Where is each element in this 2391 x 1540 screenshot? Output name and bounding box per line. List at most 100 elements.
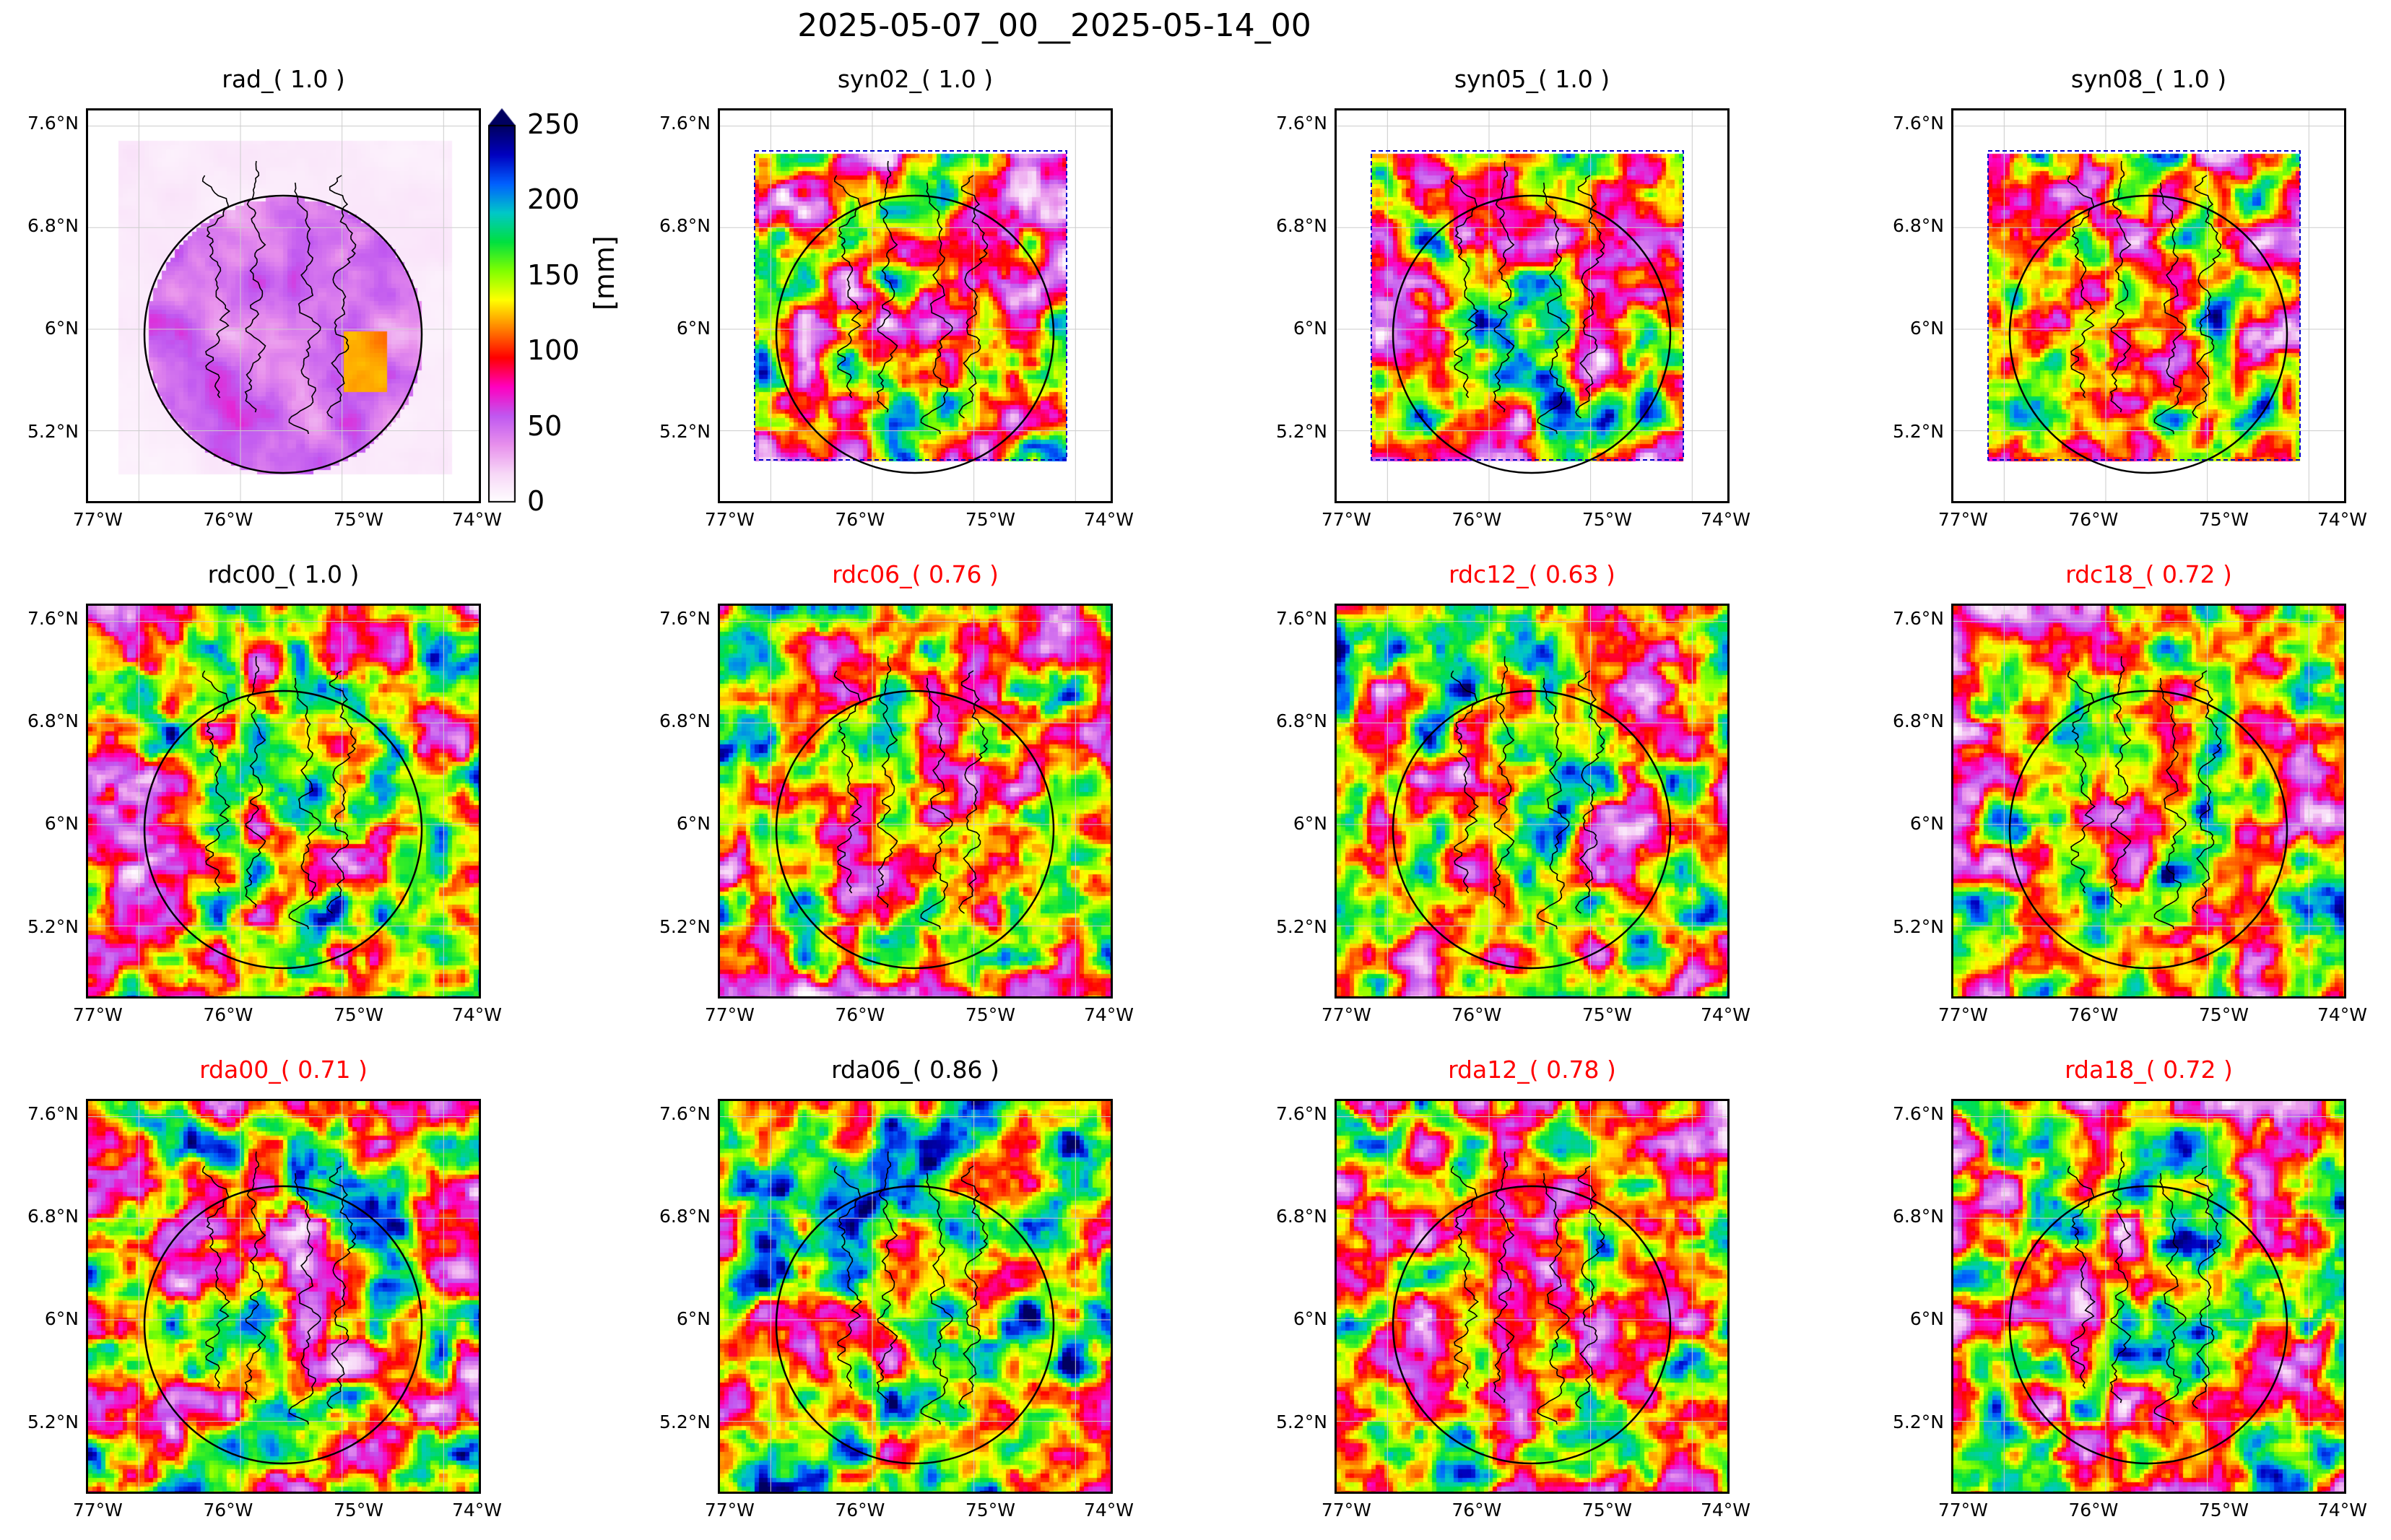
terrain-contour: [1493, 1151, 1515, 1404]
terrain-contour: [2153, 677, 2187, 930]
x-tick-label: 75°W: [965, 1500, 1015, 1521]
y-tick-label: 7.6°N: [1893, 1102, 1944, 1124]
x-tick-label: 77°W: [1321, 509, 1371, 530]
terrain-contour: [920, 182, 953, 435]
x-tick-label: 77°W: [72, 1500, 123, 1521]
map-overlay-rad: [88, 110, 479, 501]
y-tick-label: 5.2°N: [27, 1411, 79, 1432]
y-tick-label: 5.2°N: [1276, 1411, 1327, 1432]
terrain-contour: [288, 1173, 321, 1425]
x-tick-label: 75°W: [2198, 1004, 2249, 1025]
y-tick-label: 7.6°N: [27, 607, 79, 629]
synthetic-domain-box: [1987, 150, 2301, 461]
map-overlay-rda06: [720, 1101, 1111, 1492]
radar-range-circle: [143, 1185, 423, 1465]
panel-title-rdc06: rdc06_( 0.76 ): [832, 560, 999, 588]
terrain-contour: [958, 1165, 989, 1409]
y-tick-label: 6.8°N: [659, 710, 711, 732]
x-tick-label: 76°W: [203, 1004, 253, 1025]
panel-title-rdc12: rdc12_( 0.63 ): [1449, 560, 1615, 588]
x-tick-label: 77°W: [704, 1004, 755, 1025]
map-overlay-syn02: [720, 110, 1111, 501]
y-tick-label: 7.6°N: [27, 112, 79, 134]
map-panel-rda06: [718, 1099, 1113, 1494]
y-tick-label: 6°N: [44, 318, 79, 339]
y-tick-label: 6.8°N: [27, 710, 79, 732]
x-tick-label: 76°W: [1451, 1004, 1502, 1025]
terrain-contour: [2153, 182, 2187, 435]
radar-range-circle: [2008, 194, 2288, 474]
y-tick-label: 5.2°N: [1276, 915, 1327, 937]
map-overlay-rda18: [1953, 1101, 2344, 1492]
x-tick-label: 74°W: [1701, 1500, 1751, 1521]
colorbar-tick-label: 150: [527, 258, 580, 291]
terrain-contour: [920, 1173, 953, 1425]
map-panel-rdc12: [1335, 604, 1730, 999]
map-panel-rda00: [86, 1099, 481, 1494]
x-tick-label: 76°W: [2068, 509, 2119, 530]
colorbar-tick-label: 250: [527, 108, 580, 140]
terrain-contour: [288, 182, 321, 435]
precip-field-rda12: [1337, 1101, 1727, 1492]
terrain-contour: [1537, 182, 1570, 435]
x-tick-label: 77°W: [1937, 509, 1988, 530]
y-tick-label: 5.2°N: [1893, 1411, 1944, 1432]
precip-field-syn05: [1337, 110, 1727, 501]
y-tick-label: 5.2°N: [1893, 915, 1944, 937]
map-panel-rdc18: [1951, 604, 2346, 999]
precip-field-rdc18: [1953, 606, 2344, 996]
colorbar-tick-label: 0: [527, 485, 545, 517]
x-tick-label: 77°W: [72, 509, 123, 530]
y-tick-label: 7.6°N: [659, 607, 711, 629]
map-overlay-rdc18: [1953, 606, 2344, 996]
terrain-contour: [244, 656, 266, 908]
terrain-contour: [876, 656, 898, 908]
x-tick-label: 74°W: [452, 509, 503, 530]
precip-field-rda00: [88, 1101, 479, 1492]
y-tick-label: 5.2°N: [1893, 420, 1944, 442]
terrain-contour: [288, 677, 321, 930]
y-tick-label: 7.6°N: [659, 1102, 711, 1124]
terrain-contour: [2192, 175, 2222, 419]
map-panel-rdc06: [718, 604, 1113, 999]
terrain-contour: [920, 677, 953, 930]
precip-field-rad: [88, 110, 479, 501]
precip-field-rdc00: [88, 606, 479, 996]
terrain-contour: [1575, 1165, 1605, 1409]
x-tick-label: 75°W: [1581, 509, 1632, 530]
y-tick-label: 5.2°N: [659, 915, 711, 937]
synthetic-domain-box: [754, 150, 1067, 461]
x-tick-label: 77°W: [704, 1500, 755, 1521]
y-tick-label: 7.6°N: [1276, 1102, 1327, 1124]
map-panel-rdc00: [86, 604, 481, 999]
y-tick-label: 7.6°N: [659, 112, 711, 134]
y-tick-label: 6°N: [44, 813, 79, 835]
terrain-contour: [1493, 160, 1515, 413]
panel-title-rdc00: rdc00_( 1.0 ): [207, 560, 360, 588]
x-tick-label: 76°W: [835, 1500, 885, 1521]
terrain-contour: [876, 160, 898, 413]
x-tick-label: 74°W: [1701, 509, 1751, 530]
y-tick-label: 6.8°N: [27, 215, 79, 237]
panel-title-syn02: syn02_( 1.0 ): [837, 65, 994, 93]
y-tick-label: 6°N: [44, 1308, 79, 1330]
radar-range-circle: [775, 689, 1055, 970]
y-tick-label: 6.8°N: [27, 1206, 79, 1227]
precip-field-syn02: [720, 110, 1111, 501]
x-tick-label: 74°W: [2317, 509, 2368, 530]
terrain-contour: [1450, 670, 1480, 894]
x-tick-label: 76°W: [1451, 1500, 1502, 1521]
x-tick-label: 75°W: [1581, 1004, 1632, 1025]
terrain-contour: [1493, 656, 1515, 908]
radar-range-circle: [143, 194, 423, 474]
terrain-contour: [958, 670, 989, 914]
x-tick-label: 77°W: [1321, 1500, 1371, 1521]
y-tick-label: 6°N: [1909, 813, 1944, 835]
y-tick-label: 6.8°N: [659, 215, 711, 237]
map-overlay-rda12: [1337, 1101, 1727, 1492]
map-panel-syn05: [1335, 108, 1730, 503]
panel-title-rda06: rda06_( 0.86 ): [831, 1056, 999, 1084]
precip-field-rdc06: [720, 606, 1111, 996]
radar-range-circle: [2008, 1185, 2288, 1465]
terrain-contour: [833, 1165, 863, 1389]
